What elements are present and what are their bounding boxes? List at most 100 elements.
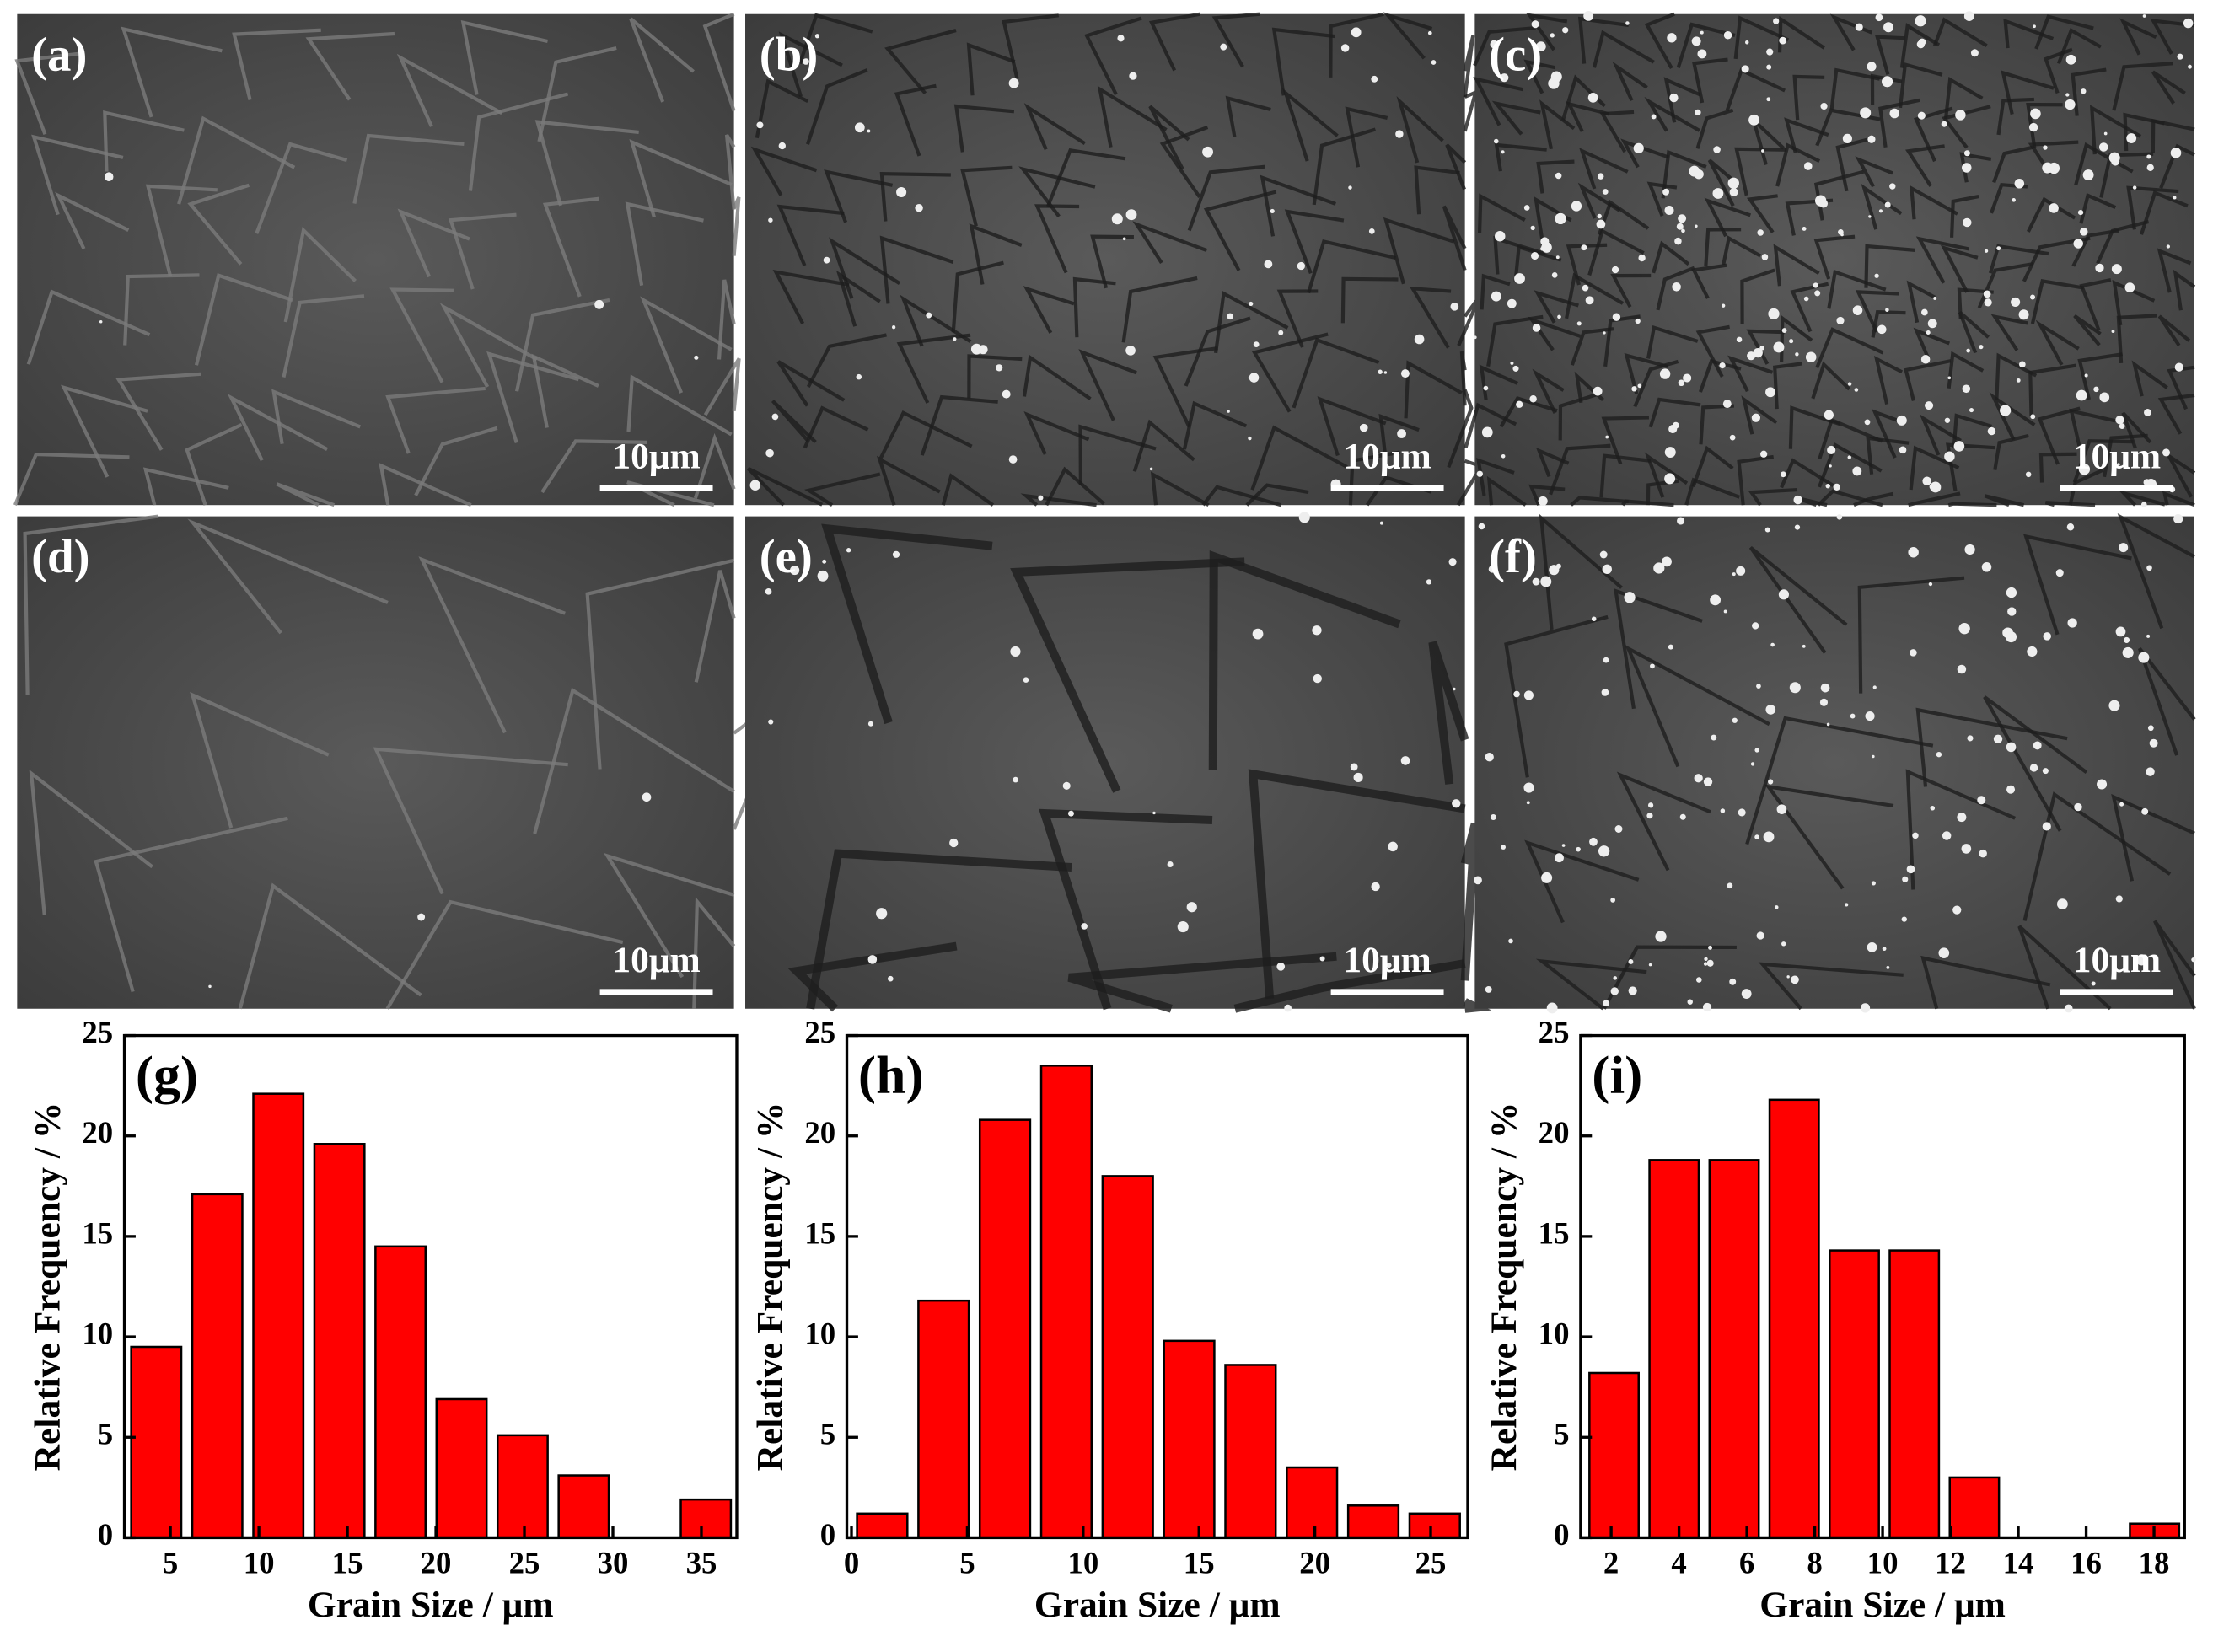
particle xyxy=(1662,556,1672,567)
particle xyxy=(1847,382,1852,386)
sem-image xyxy=(17,514,797,1010)
particle xyxy=(1878,209,1883,213)
particle xyxy=(1587,93,1598,103)
particle xyxy=(846,548,851,553)
particle xyxy=(1610,898,1616,903)
particle xyxy=(1038,495,1044,501)
grain-boundary xyxy=(1932,17,1988,47)
scale-bar-label: 10μm xyxy=(1343,437,1431,477)
particle xyxy=(1987,426,1996,436)
particle xyxy=(1678,379,1685,387)
grain-boundary xyxy=(2102,433,2148,478)
particle xyxy=(1453,687,1456,691)
particle xyxy=(1770,642,1775,647)
grain-boundary xyxy=(629,17,695,103)
particle xyxy=(1227,313,1233,320)
grain-boundary xyxy=(282,294,365,378)
grain-boundary xyxy=(1919,414,1962,456)
grain-boundary xyxy=(14,51,83,135)
particle xyxy=(1628,959,1634,964)
grain-boundary xyxy=(1034,204,1080,274)
y-tick-label: 10 xyxy=(82,1317,113,1351)
grain-boundary xyxy=(2023,534,2132,636)
particle xyxy=(1710,594,1722,606)
particle xyxy=(1855,23,1863,31)
particle xyxy=(1633,142,1644,153)
grain-boundary xyxy=(439,303,538,389)
x-tick-label: 15 xyxy=(1184,1545,1215,1580)
grain-boundary xyxy=(1184,316,1251,387)
grain-boundary xyxy=(1957,287,1994,320)
particle xyxy=(1523,690,1534,700)
grain-boundary xyxy=(1872,409,1907,459)
grain-boundary xyxy=(1983,695,2088,832)
panel-label: (a) xyxy=(31,28,87,81)
grain-boundary xyxy=(1442,205,1467,271)
particle xyxy=(1944,451,1955,462)
bar xyxy=(1708,1159,1760,1538)
grain-boundary xyxy=(1182,400,1248,450)
grain-boundary xyxy=(145,184,218,277)
grain-boundary xyxy=(1788,405,1841,449)
particle xyxy=(2140,502,2147,508)
particle xyxy=(1353,772,1363,783)
grain-boundary xyxy=(1990,314,2028,351)
particle xyxy=(1773,341,1785,353)
particle xyxy=(1002,389,1011,399)
particle xyxy=(2012,198,2016,202)
particle xyxy=(1152,811,1156,815)
particle xyxy=(1867,135,1876,143)
bar xyxy=(252,1092,305,1538)
grain-boundary xyxy=(1292,337,1380,409)
grain-boundary xyxy=(1996,97,2034,136)
grain-boundary xyxy=(1946,442,1995,491)
particle xyxy=(1736,566,1746,576)
image-background xyxy=(745,13,1465,506)
particle xyxy=(1773,18,1780,24)
grain-boundary xyxy=(625,201,704,286)
particle xyxy=(1961,844,1972,854)
particle xyxy=(2188,64,2192,69)
grain-boundary xyxy=(468,92,569,191)
grain-boundary xyxy=(2173,269,2196,311)
particle xyxy=(854,122,865,133)
particle xyxy=(1414,334,1425,345)
sem-image xyxy=(1464,10,2196,508)
particle xyxy=(1350,763,1358,771)
grain-boundary xyxy=(2112,280,2156,326)
particle xyxy=(1836,316,1845,324)
grain-boundary xyxy=(2071,67,2107,116)
particle xyxy=(2006,742,2017,753)
sem-image xyxy=(745,12,1484,507)
grain-boundary xyxy=(1853,491,1894,507)
particle xyxy=(970,343,982,355)
particle xyxy=(1860,107,1872,119)
grain-boundary xyxy=(1829,67,1881,110)
grain-boundary xyxy=(379,462,472,507)
grain-boundary xyxy=(1527,316,1582,351)
particle xyxy=(2119,802,2124,807)
particle xyxy=(1312,625,1322,636)
particle xyxy=(1501,453,1506,459)
grain-boundary xyxy=(2017,925,2112,1011)
particle xyxy=(1493,138,1499,144)
particle xyxy=(2117,463,2120,466)
grain-boundary xyxy=(1534,290,1579,324)
grain-boundary xyxy=(1284,209,1345,275)
particle xyxy=(1678,214,1687,223)
particle xyxy=(1719,362,1726,369)
particle xyxy=(1723,31,1732,40)
particle xyxy=(915,203,923,212)
grain-boundary xyxy=(1748,487,1798,507)
particle xyxy=(1840,233,1844,237)
grain-boundary xyxy=(1307,239,1396,294)
particle xyxy=(1485,985,1492,993)
particle xyxy=(1491,291,1501,302)
grain-boundary xyxy=(1599,110,1635,153)
grain-boundary xyxy=(2116,314,2157,363)
particle xyxy=(1794,524,1801,530)
particle xyxy=(1795,352,1799,357)
particle xyxy=(1667,33,1677,43)
grain-boundary xyxy=(1378,413,1420,467)
grain-boundary xyxy=(960,165,1013,227)
